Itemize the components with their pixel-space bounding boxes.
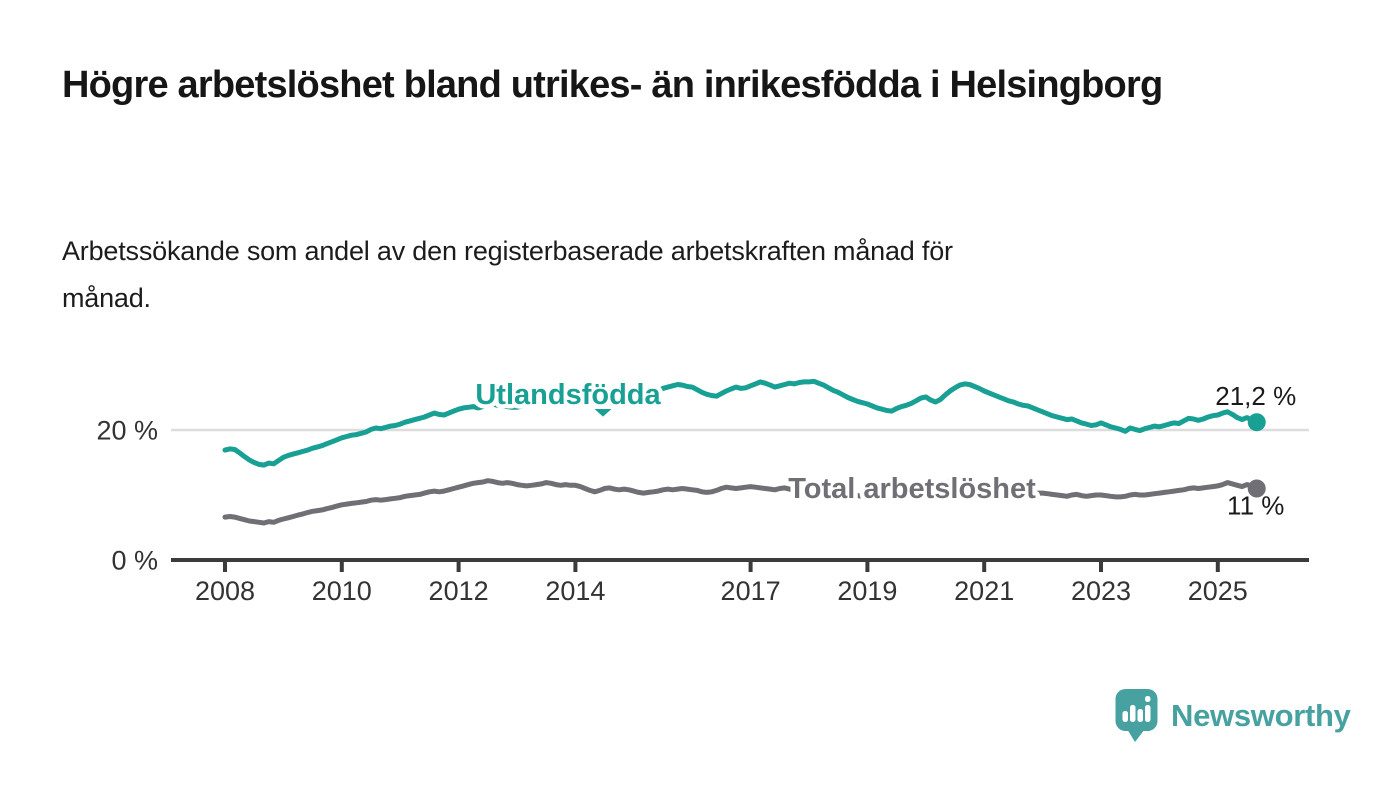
- y-axis-label-0: 0 %: [111, 545, 158, 575]
- series-end-value-total: 11 %: [1227, 491, 1284, 521]
- series-label-utlandsfodda: Utlandsfödda: [475, 379, 661, 411]
- series-end-dot-total: [1247, 479, 1266, 498]
- series-line-total: [222, 476, 1260, 526]
- x-axis-label-2021: 2021: [954, 576, 1014, 606]
- newsworthy-bubble-icon: [1115, 689, 1158, 742]
- x-axis-label-2012: 2012: [429, 576, 489, 606]
- series-label-arrow-down-icon: [591, 407, 615, 419]
- y-axis-label-20: 20 %: [96, 415, 158, 445]
- series-label-total: Total arbetslöshet: [788, 473, 1036, 505]
- newsworthy-wordmark: Newsworthy: [1171, 698, 1351, 733]
- series-end-dot-utlandsfodda: [1247, 413, 1266, 432]
- x-axis-label-2019: 2019: [837, 576, 897, 606]
- x-axis-label-2017: 2017: [721, 576, 781, 606]
- series-end-value-utlandsfodda: 21,2 %: [1215, 381, 1296, 411]
- x-axis-label-2023: 2023: [1071, 576, 1131, 606]
- x-axis-label-2010: 2010: [312, 576, 372, 606]
- chart-title: Högre arbetslöshet bland utrikes- än inr…: [62, 64, 1163, 106]
- newsworthy-logo: Newsworthy: [1115, 688, 1351, 744]
- series-line-utlandsfodda: [222, 378, 1260, 468]
- x-axis-label-2008: 2008: [195, 576, 255, 606]
- chart-subtitle: Arbetssökande som andel av den registerb…: [62, 236, 953, 314]
- x-axis-label-2014: 2014: [545, 576, 605, 606]
- x-axis-label-2025: 2025: [1188, 576, 1248, 606]
